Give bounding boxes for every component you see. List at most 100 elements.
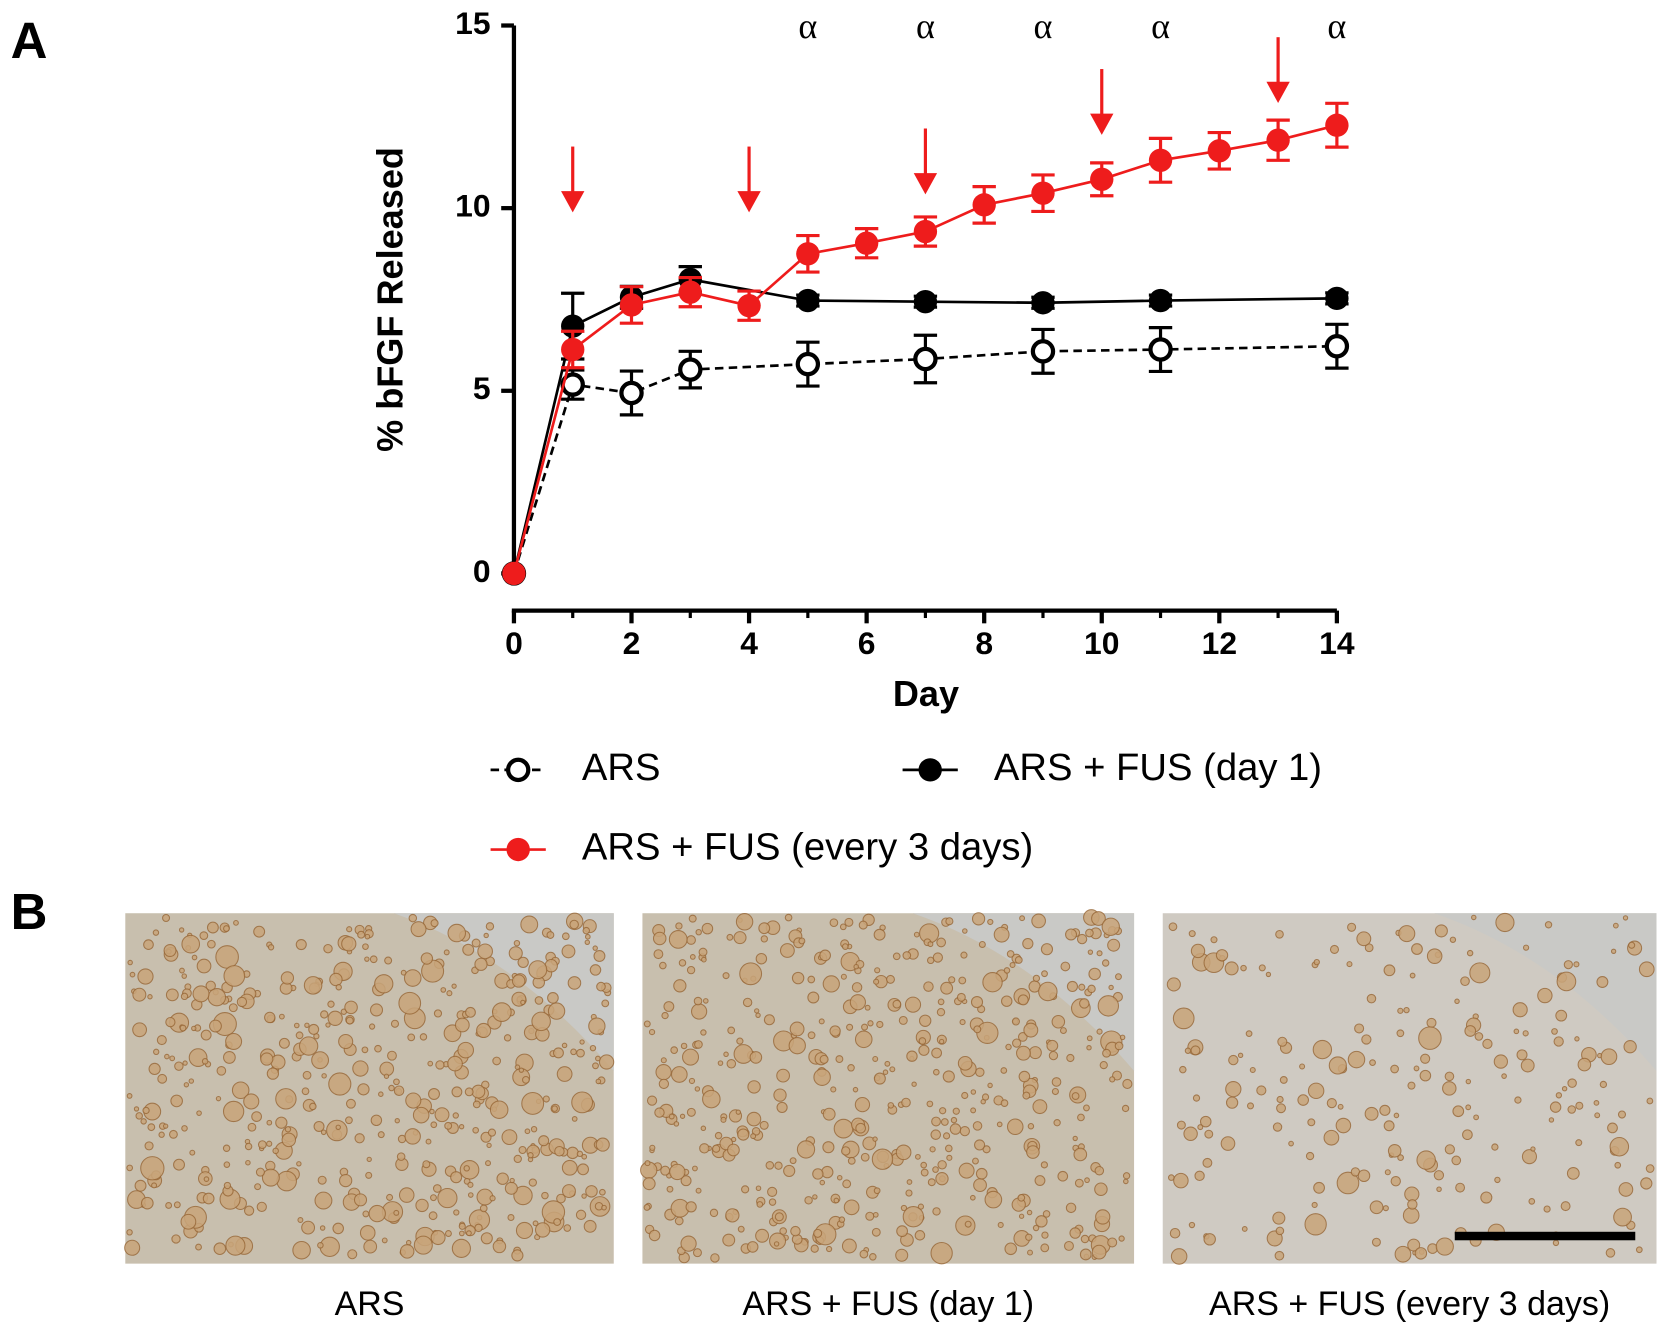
cell <box>162 1123 169 1129</box>
cell <box>858 920 868 930</box>
cell <box>886 974 895 984</box>
cell <box>1086 1035 1093 1042</box>
cell <box>1258 964 1266 972</box>
cell <box>1549 1101 1562 1113</box>
cell <box>215 1095 222 1102</box>
cell <box>1119 1034 1126 1041</box>
cell <box>1066 1053 1075 1063</box>
cell <box>1003 967 1011 974</box>
cell <box>1512 1002 1528 1018</box>
cell <box>948 976 956 984</box>
cell <box>644 1160 651 1167</box>
cell <box>129 971 136 978</box>
cell <box>702 998 709 1004</box>
cell <box>563 1224 572 1232</box>
cell <box>1016 1045 1031 1061</box>
cell <box>829 1025 841 1037</box>
cell <box>255 1167 265 1177</box>
cell <box>942 1070 955 1083</box>
legend-label: ARS <box>582 746 661 789</box>
cell <box>987 918 994 926</box>
cell <box>353 1193 368 1207</box>
cell <box>1313 958 1320 966</box>
cell <box>643 1203 651 1211</box>
cell <box>807 991 820 1004</box>
arrow-head <box>913 173 938 195</box>
data-point <box>678 357 703 382</box>
cell <box>1046 1039 1059 1052</box>
cell <box>183 1082 190 1088</box>
cell <box>595 1137 610 1152</box>
cell <box>1566 1167 1580 1180</box>
cell <box>1599 1080 1608 1089</box>
arrow-head <box>561 191 585 213</box>
cell <box>822 1141 835 1154</box>
cell <box>156 1035 167 1046</box>
cell <box>127 959 133 966</box>
cell <box>938 1038 945 1045</box>
cell <box>140 1196 154 1210</box>
cell <box>1567 1105 1577 1114</box>
micrograph <box>1162 912 1657 1265</box>
cell <box>541 1191 549 1200</box>
cell <box>393 1078 400 1086</box>
cell <box>1553 1036 1564 1047</box>
cell <box>1005 1043 1012 1051</box>
cell <box>1646 1097 1654 1105</box>
cell <box>1563 960 1573 970</box>
cell <box>1048 1050 1059 1061</box>
cell <box>649 1144 656 1151</box>
cell <box>223 1051 236 1064</box>
cell <box>534 1222 551 1238</box>
cell <box>950 1116 958 1124</box>
cell <box>1277 1036 1288 1047</box>
cell <box>1462 1129 1473 1141</box>
data-point <box>796 288 820 313</box>
data-point <box>796 242 820 266</box>
cell <box>1042 1210 1051 1218</box>
cell <box>763 1014 775 1026</box>
cell <box>520 915 539 934</box>
cell <box>1031 913 1046 929</box>
cell <box>1026 1145 1040 1159</box>
cell <box>1184 1047 1192 1054</box>
cell <box>1210 936 1218 944</box>
cell <box>686 935 696 945</box>
cell <box>923 981 934 992</box>
x-tick-label: 4 <box>740 625 758 661</box>
cell <box>829 918 839 928</box>
cell <box>325 1022 331 1028</box>
cell <box>659 961 667 970</box>
cell <box>302 1070 312 1080</box>
cell <box>1312 1039 1333 1060</box>
cell <box>1465 1078 1472 1085</box>
cell <box>195 1243 202 1251</box>
cell <box>1444 1071 1455 1082</box>
cell <box>819 1054 829 1064</box>
cell <box>1115 973 1122 981</box>
cell <box>835 1055 844 1064</box>
cell <box>1596 976 1609 988</box>
cell <box>1556 971 1577 992</box>
cell <box>1190 943 1206 959</box>
cell <box>165 1202 173 1209</box>
cell <box>546 931 555 939</box>
cell <box>1382 1205 1389 1212</box>
cell <box>976 1021 999 1044</box>
cell <box>1356 931 1372 947</box>
cell <box>452 1112 459 1119</box>
cell <box>444 1121 453 1130</box>
cell <box>867 1020 874 1027</box>
cell <box>256 1201 267 1213</box>
cell <box>251 1111 262 1122</box>
cell <box>779 1227 788 1235</box>
cell <box>1435 1237 1454 1256</box>
cell <box>429 1108 435 1115</box>
cell <box>1530 1146 1536 1152</box>
cell <box>200 1029 212 1041</box>
cell <box>135 1112 143 1120</box>
cell <box>851 982 863 993</box>
cell <box>126 1229 133 1236</box>
cell <box>284 1126 292 1133</box>
cell <box>377 1131 385 1139</box>
